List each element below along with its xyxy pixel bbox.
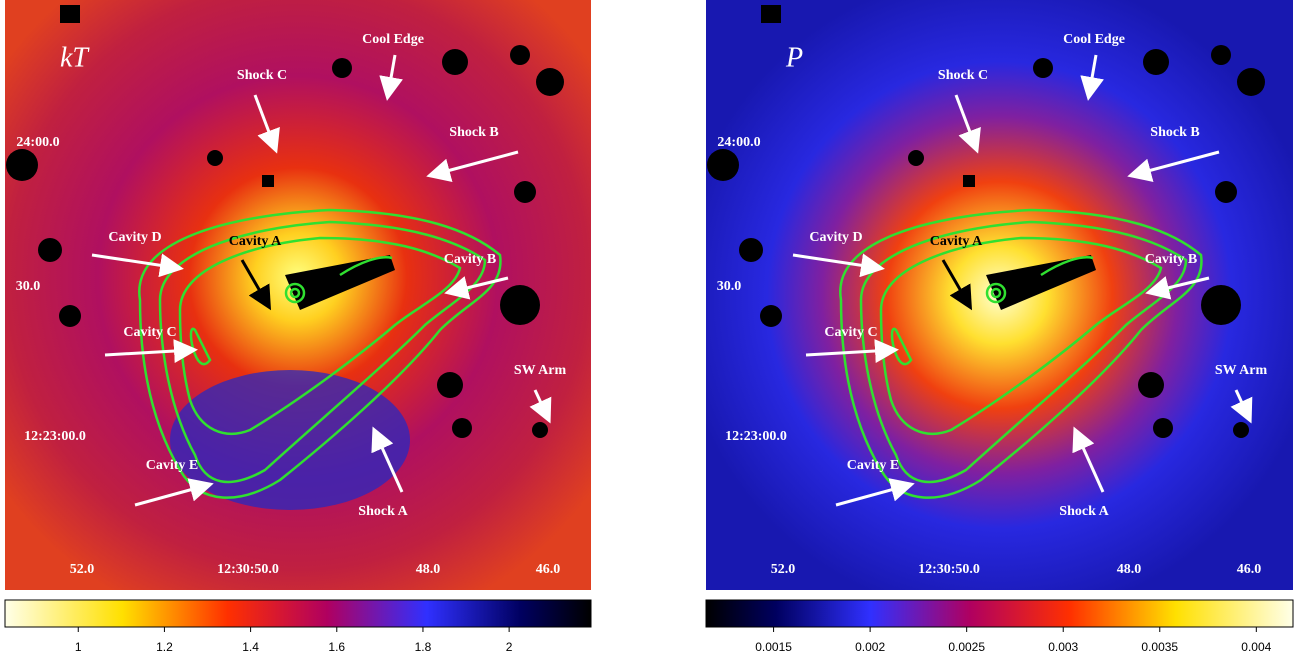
colorbar (705, 599, 1294, 628)
map-label: P (785, 42, 803, 73)
arrow (426, 150, 519, 182)
colorbar-tick-label: 2 (506, 640, 513, 654)
map-panel: kT Cool Edge Shock C Shock B Cavity D Cavity … (5, 0, 591, 590)
annotation: Shock B (449, 125, 498, 140)
arrow (941, 259, 973, 311)
colorbar-tick-label: 1.2 (156, 640, 173, 654)
colorbar (4, 599, 592, 628)
annotation: Shock A (1059, 504, 1109, 519)
arrow (91, 253, 184, 278)
dec-label: 12:23:00.0 (24, 429, 86, 444)
arrow (444, 276, 509, 300)
annotation: Shock A (358, 504, 408, 519)
ra-label: 12:30:50.0 (918, 562, 980, 577)
ra-label: 12:30:50.0 (217, 562, 279, 577)
annotation: Cavity A (930, 234, 983, 249)
ra-label: 52.0 (771, 562, 796, 577)
arrow (792, 253, 885, 278)
arrow (805, 339, 899, 364)
cool-region (170, 370, 410, 510)
ra-label: 48.0 (416, 562, 441, 577)
colorbar-tick-label: 1.8 (415, 640, 432, 654)
arrow (954, 94, 981, 154)
annotation: Shock C (237, 68, 287, 83)
annotation: SW Arm (514, 363, 567, 378)
arrow (253, 94, 280, 154)
arrow (1230, 389, 1253, 424)
arrow (240, 259, 272, 311)
annotation: Cavity E (146, 458, 199, 473)
arrow (835, 478, 915, 507)
colorbar-tick-label: 0.004 (1241, 640, 1271, 654)
annotation: Cavity C (824, 325, 877, 340)
arrow (1145, 276, 1210, 300)
ra-label: 48.0 (1117, 562, 1142, 577)
dec-label: 24:00.0 (717, 135, 760, 150)
ra-label: 46.0 (1237, 562, 1262, 577)
annotation: Cavity B (1145, 252, 1198, 267)
ra-label: 46.0 (536, 562, 561, 577)
annotation: Shock C (938, 68, 988, 83)
colorbar-tick-label: 0.003 (1048, 640, 1078, 654)
colorbar-tick-label: 0.0025 (948, 640, 985, 654)
colorbar-tick-label: 0.0035 (1141, 640, 1178, 654)
annotation: Cool Edge (362, 32, 424, 47)
ra-label: 52.0 (70, 562, 95, 577)
map-panel: P Cool Edge Shock C Shock B Cavity D Cavity A… (706, 0, 1293, 590)
arrow (379, 54, 403, 101)
dec-label: 30.0 (16, 279, 41, 294)
arrow (371, 426, 404, 493)
arrow (104, 339, 198, 364)
annotation: Cavity E (847, 458, 900, 473)
map-label: kT (60, 42, 90, 73)
colorbar-tick-label: 1.4 (242, 640, 259, 654)
annotation: Cavity D (108, 230, 161, 245)
annotation: Cavity D (809, 230, 862, 245)
dec-label: 12:23:00.0 (725, 429, 787, 444)
annotation: Cool Edge (1063, 32, 1125, 47)
annotation: Shock B (1150, 125, 1199, 140)
annotation: Cavity C (123, 325, 176, 340)
dec-label: 30.0 (717, 279, 742, 294)
colorbar-tick-label: 1 (75, 640, 82, 654)
annotation: Cavity A (229, 234, 282, 249)
dec-label: 24:00.0 (16, 135, 59, 150)
colorbar-tick-label: 0.002 (855, 640, 885, 654)
arrow (1080, 54, 1104, 101)
annotation: Cavity B (444, 252, 497, 267)
colorbar-tick-label: 1.6 (328, 640, 345, 654)
annotation: SW Arm (1215, 363, 1268, 378)
arrow (1127, 150, 1220, 182)
arrow (1072, 426, 1105, 493)
colorbar-tick-label: 0.0015 (755, 640, 792, 654)
arrow (134, 478, 214, 507)
arrow (529, 389, 552, 424)
